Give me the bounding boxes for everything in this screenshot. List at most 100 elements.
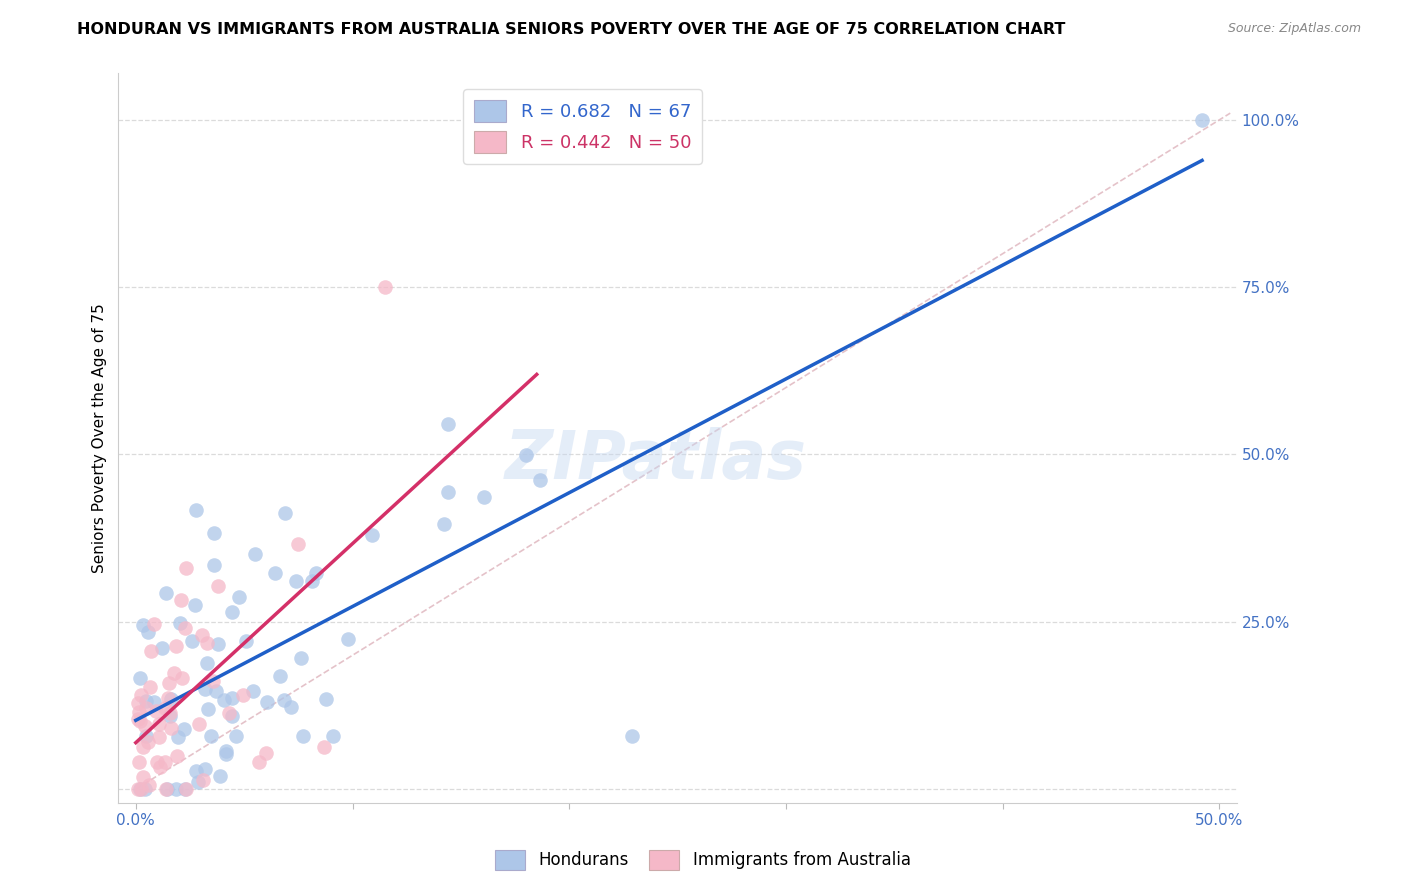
Text: Source: ZipAtlas.com: Source: ZipAtlas.com xyxy=(1227,22,1361,36)
Point xyxy=(207,636,229,650)
Point xyxy=(138,624,160,639)
Point xyxy=(155,782,177,797)
Point xyxy=(221,691,243,706)
Point xyxy=(155,701,177,715)
Point xyxy=(529,473,551,487)
Point xyxy=(148,730,170,744)
Point xyxy=(129,688,152,702)
Point xyxy=(194,763,217,777)
Legend: Hondurans, Immigrants from Australia: Hondurans, Immigrants from Australia xyxy=(489,843,917,877)
Point xyxy=(228,590,250,604)
Point xyxy=(163,665,186,680)
Point xyxy=(187,774,209,789)
Point xyxy=(188,717,211,731)
Point xyxy=(472,490,495,504)
Point xyxy=(150,641,173,656)
Point xyxy=(314,740,336,755)
Point xyxy=(132,740,155,755)
Point xyxy=(174,561,197,575)
Legend: R = 0.682   N = 67, R = 0.442   N = 50: R = 0.682 N = 67, R = 0.442 N = 50 xyxy=(463,89,702,164)
Point xyxy=(127,782,149,797)
Point xyxy=(134,782,156,797)
Point xyxy=(129,671,152,685)
Point xyxy=(515,448,537,462)
Point xyxy=(135,729,157,743)
Point xyxy=(315,692,337,706)
Point xyxy=(157,676,180,690)
Point xyxy=(221,708,243,723)
Point xyxy=(191,772,214,787)
Point xyxy=(322,729,344,743)
Point xyxy=(191,628,214,642)
Point xyxy=(127,712,149,726)
Point xyxy=(280,699,302,714)
Text: ZIPatlas: ZIPatlas xyxy=(505,426,806,492)
Point xyxy=(243,547,266,561)
Point xyxy=(174,782,197,797)
Text: HONDURAN VS IMMIGRANTS FROM AUSTRALIA SENIORS POVERTY OVER THE AGE OF 75 CORRELA: HONDURAN VS IMMIGRANTS FROM AUSTRALIA SE… xyxy=(77,22,1066,37)
Point xyxy=(264,566,287,581)
Point xyxy=(221,605,243,619)
Y-axis label: Seniors Poverty Over the Age of 75: Seniors Poverty Over the Age of 75 xyxy=(93,303,107,573)
Point xyxy=(186,503,208,517)
Point xyxy=(285,574,308,588)
Point xyxy=(132,770,155,784)
Point xyxy=(197,702,219,716)
Point xyxy=(184,598,207,612)
Point xyxy=(433,516,456,531)
Point xyxy=(437,485,460,500)
Point xyxy=(195,636,218,650)
Point xyxy=(153,756,176,770)
Point xyxy=(254,746,277,760)
Point xyxy=(128,705,150,719)
Point xyxy=(166,639,188,653)
Point xyxy=(232,688,254,702)
Point xyxy=(194,681,217,696)
Point xyxy=(136,734,159,748)
Point xyxy=(173,723,195,737)
Point xyxy=(274,506,297,520)
Point xyxy=(159,692,181,706)
Point xyxy=(291,729,314,743)
Point xyxy=(247,756,270,770)
Point xyxy=(290,651,312,665)
Point xyxy=(166,730,188,744)
Point xyxy=(134,693,156,707)
Point xyxy=(195,656,218,670)
Point xyxy=(132,618,155,632)
Point xyxy=(242,683,264,698)
Point xyxy=(139,680,162,694)
Point xyxy=(145,756,167,770)
Point xyxy=(128,756,150,770)
Point xyxy=(172,671,194,685)
Point xyxy=(1191,112,1213,127)
Point xyxy=(215,747,238,761)
Point xyxy=(287,537,309,551)
Point xyxy=(129,782,152,797)
Point xyxy=(181,634,204,648)
Point xyxy=(225,729,247,743)
Point xyxy=(212,693,235,707)
Point xyxy=(218,706,240,720)
Point xyxy=(143,617,166,632)
Point xyxy=(269,669,291,683)
Point xyxy=(127,696,149,710)
Point xyxy=(301,574,323,589)
Point xyxy=(143,695,166,709)
Point xyxy=(361,528,384,542)
Point xyxy=(141,644,163,658)
Point xyxy=(156,782,179,797)
Point xyxy=(202,558,225,573)
Point xyxy=(621,729,644,743)
Point xyxy=(209,769,232,783)
Point xyxy=(128,714,150,729)
Point xyxy=(159,709,181,723)
Point xyxy=(165,782,187,797)
Point xyxy=(129,782,152,797)
Point xyxy=(169,615,191,630)
Point xyxy=(148,717,170,731)
Point xyxy=(202,674,225,689)
Point xyxy=(184,764,207,778)
Point xyxy=(204,684,226,698)
Point xyxy=(134,719,156,733)
